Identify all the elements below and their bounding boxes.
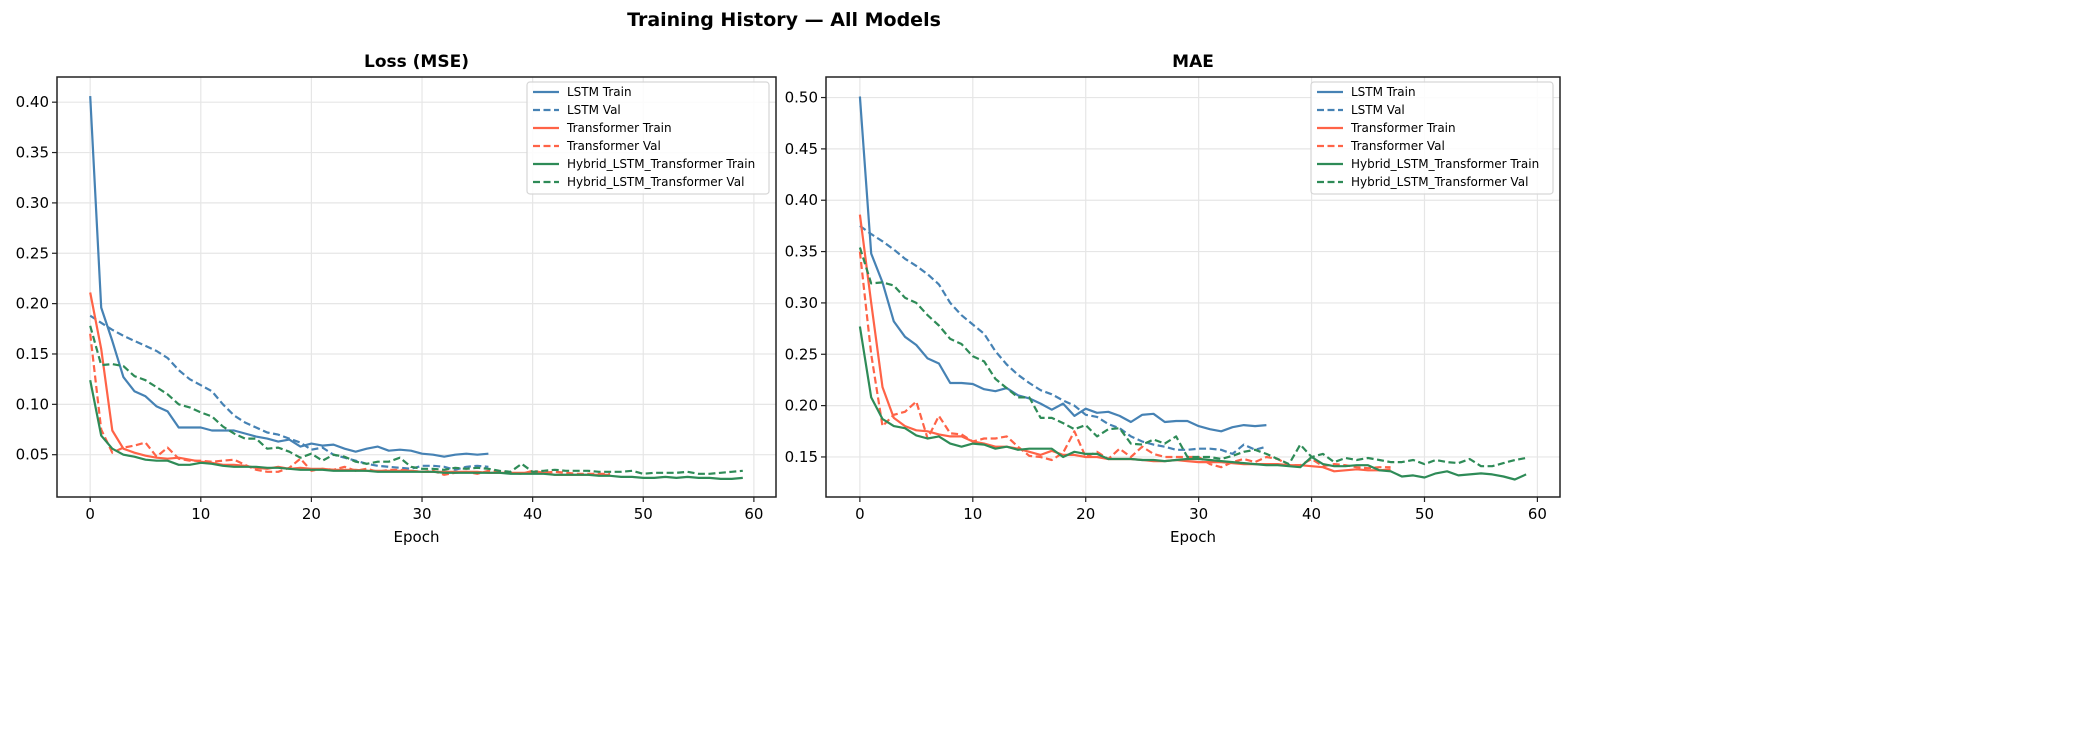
series-line-hybrid-lstm-transformer-train [89, 379, 743, 480]
legend-label: Hybrid_LSTM_Transformer Val [567, 175, 744, 189]
series-line-hybrid-lstm-transformer-val [858, 247, 1527, 468]
legend-label: Transformer Train [1350, 121, 1456, 135]
y-tick-label: 0.05 [16, 446, 49, 464]
x-tick-label: 40 [1302, 505, 1321, 523]
legend-label: Transformer Val [566, 139, 661, 153]
x-tick-label: 30 [412, 505, 431, 523]
subplot-mae: 0 10 20 30 40 50 60 0.15 0.20 0.25 0.30 0.35 0.40 0.4… [785, 52, 1561, 546]
x-tick-label: 20 [302, 505, 321, 523]
legend-label: Hybrid_LSTM_Transformer Train [567, 157, 755, 171]
series-line-hybrid-lstm-transformer-train [858, 326, 1527, 481]
y-tick-label: 0.35 [16, 144, 49, 162]
y-tick-label: 0.40 [785, 191, 818, 209]
x-tick-label: 60 [1528, 505, 1547, 523]
y-tick-label: 0.35 [785, 243, 818, 261]
x-tick-label: 20 [1076, 505, 1095, 523]
x-tick-label: 0 [855, 505, 865, 523]
x-tick-label: 0 [85, 505, 95, 523]
x-tick-label: 40 [523, 505, 542, 523]
y-tick-label: 0.15 [785, 448, 818, 466]
x-tick-label: 10 [191, 505, 210, 523]
series-line-transformer-val [858, 251, 1391, 470]
series-line-hybrid-lstm-transformer-val [89, 325, 743, 475]
legend: LSTM Train LSTM Val Transformer Train Trans… [526, 81, 770, 195]
y-tick-label: 0.50 [785, 89, 818, 107]
legend-label: LSTM Train [567, 85, 632, 99]
legend: LSTM Train LSTM Val Transformer Train Trans… [1310, 81, 1554, 195]
series-line-lstm-train [858, 96, 1267, 433]
figure-title: Training History — All Models [627, 9, 941, 31]
subplot-title: MAE [1172, 52, 1214, 72]
y-tick-label: 0.15 [16, 345, 49, 363]
x-tick-label: 50 [1415, 505, 1434, 523]
y-tick-label: 0.30 [785, 294, 818, 312]
x-tick-label: 30 [1189, 505, 1208, 523]
y-tick-label: 0.10 [16, 395, 49, 413]
axes-frame [56, 76, 777, 498]
x-tick-label: 10 [963, 505, 982, 523]
legend-label: LSTM Val [1351, 103, 1405, 117]
legend-label: Transformer Train [566, 121, 672, 135]
x-tick-label: 50 [634, 505, 653, 523]
legend-label: LSTM Train [1351, 85, 1416, 99]
y-tick-label: 0.40 [16, 93, 49, 111]
legend-label: Hybrid_LSTM_Transformer Train [1351, 157, 1539, 171]
y-tick-label: 0.20 [785, 397, 818, 415]
x-axis-label: Epoch [1170, 528, 1216, 546]
y-tick-label: 0.20 [16, 295, 49, 313]
legend-label: Transformer Val [1350, 139, 1445, 153]
legend-label: LSTM Val [567, 103, 621, 117]
legend-box [526, 81, 770, 195]
x-axis-label: Epoch [394, 528, 440, 546]
y-tick-label: 0.25 [785, 345, 818, 363]
series-line-transformer-val [89, 333, 611, 476]
subplot-loss: 0 10 20 30 40 50 60 0.05 0.10 0.15 0.20 0.25 0.30 0.3… [16, 52, 777, 546]
y-tick-label: 0.25 [16, 244, 49, 262]
x-tick-label: 60 [744, 505, 763, 523]
axes-frame [825, 76, 1561, 498]
series-line-lstm-train [89, 96, 489, 458]
series-line-lstm-val [89, 314, 489, 471]
subplot-title: Loss (MSE) [364, 52, 469, 72]
legend-box [1310, 81, 1554, 195]
y-tick-label: 0.45 [785, 140, 818, 158]
legend-label: Hybrid_LSTM_Transformer Val [1351, 175, 1528, 189]
y-tick-label: 0.30 [16, 194, 49, 212]
